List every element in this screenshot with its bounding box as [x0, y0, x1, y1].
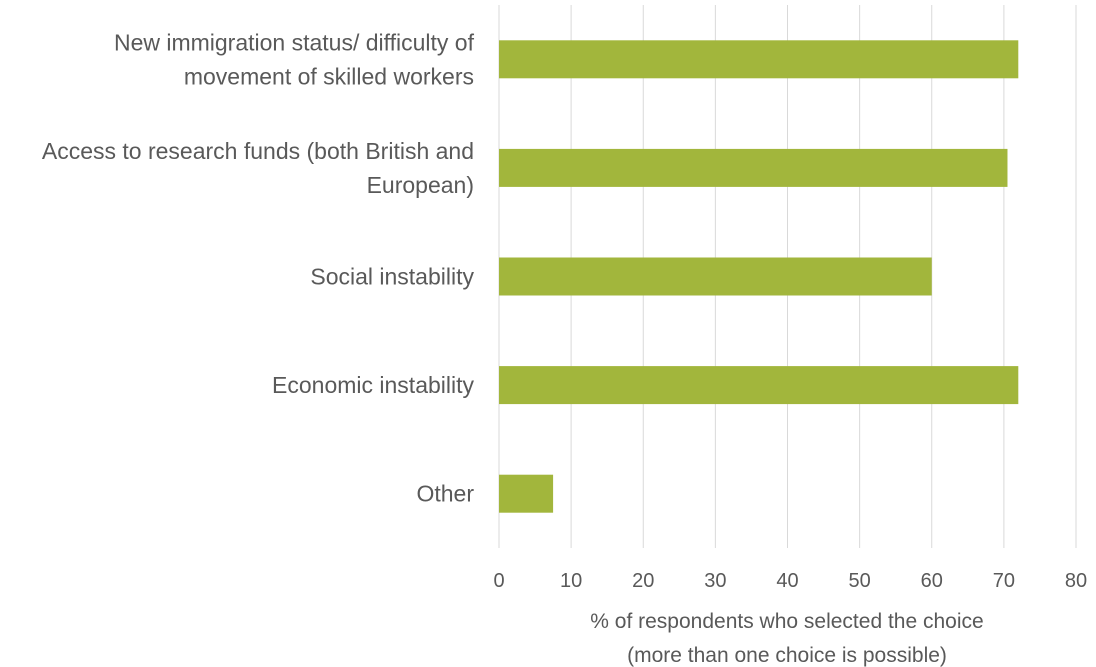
x-tick-label-10: 10: [560, 570, 582, 592]
bar-2: [499, 257, 932, 296]
x-tick-label-80: 80: [1065, 570, 1087, 592]
bar-0: [499, 40, 1019, 79]
x-tick-label-0: 0: [493, 570, 504, 592]
category-label-1-line-0: Access to research funds (both British a…: [42, 138, 474, 164]
x-tick-label-30: 30: [704, 570, 726, 592]
category-label-0-line-1: movement of skilled workers: [184, 63, 474, 89]
category-label-1-line-1: European): [367, 172, 474, 198]
x-tick-labels: 0 10 20 30 40 50 60 70 80: [493, 570, 1087, 592]
x-axis-title-line-2: (more than one choice is possible): [627, 644, 947, 667]
category-label-2-line-0: Social instability: [310, 264, 474, 290]
category-labels: New immigration status/ difficulty of mov…: [42, 29, 475, 506]
x-tick-label-40: 40: [776, 570, 798, 592]
bars: [499, 40, 1019, 513]
x-tick-label-20: 20: [632, 570, 654, 592]
bar-4: [499, 474, 554, 513]
x-axis-title-line-1: % of respondents who selected the choice: [590, 610, 983, 633]
x-tick-label-70: 70: [993, 570, 1015, 592]
category-label-0-line-0: New immigration status/ difficulty of: [114, 29, 475, 55]
x-tick-label-60: 60: [921, 570, 943, 592]
x-tick-label-50: 50: [849, 570, 871, 592]
bar-1: [499, 148, 1008, 187]
category-label-3-line-0: Economic instability: [272, 372, 474, 398]
category-label-4-line-0: Other: [416, 481, 474, 507]
bar-3: [499, 366, 1019, 405]
